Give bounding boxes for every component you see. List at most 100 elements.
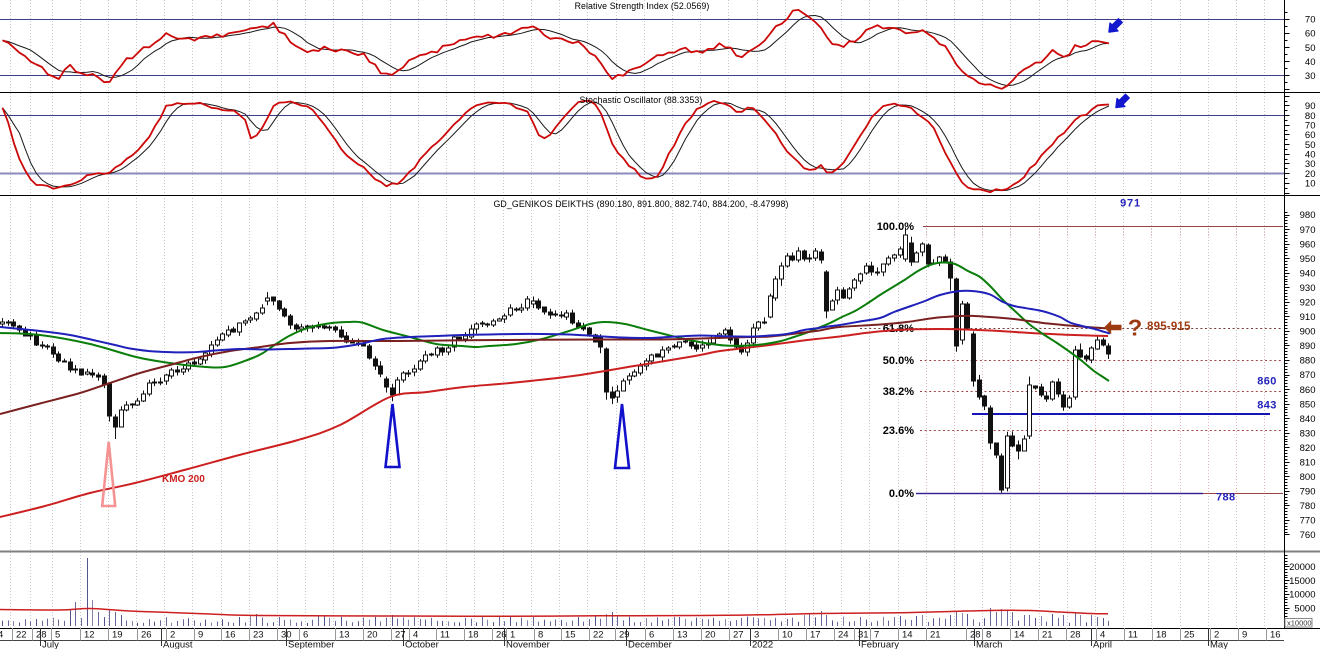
svg-text:50.0%: 50.0% [883, 355, 914, 367]
svg-text:11: 11 [1128, 630, 1138, 641]
svg-text:940: 940 [1300, 268, 1316, 279]
svg-text:4: 4 [0, 630, 3, 641]
svg-text:960: 960 [1300, 239, 1316, 250]
svg-text:July: July [42, 640, 59, 650]
svg-text:9: 9 [1242, 630, 1247, 641]
svg-text:16: 16 [1270, 630, 1281, 641]
svg-text:7: 7 [874, 630, 879, 641]
svg-text:GD_GENIKOS DEIKTHS (890.180, 8: GD_GENIKOS DEIKTHS (890.180, 891.800, 88… [493, 199, 788, 209]
svg-text:x10000: x10000 [1287, 619, 1312, 628]
svg-text:880: 880 [1300, 356, 1316, 367]
svg-text:820: 820 [1300, 443, 1316, 454]
svg-text:February: February [861, 640, 899, 650]
svg-text:80: 80 [1305, 111, 1316, 122]
svg-text:26: 26 [496, 630, 507, 641]
svg-text:90: 90 [1305, 101, 1316, 112]
svg-text:10: 10 [1305, 179, 1316, 190]
svg-text:790: 790 [1300, 487, 1316, 498]
svg-text:31: 31 [858, 630, 869, 641]
svg-text:April: April [1093, 640, 1112, 650]
svg-text:840: 840 [1300, 414, 1316, 425]
svg-text:17: 17 [810, 630, 821, 641]
svg-text:30: 30 [1305, 159, 1316, 170]
svg-text:8: 8 [986, 630, 991, 641]
svg-text:Relative Strength Index (52.05: Relative Strength Index (52.0569) [575, 1, 710, 11]
svg-text:980: 980 [1300, 210, 1316, 221]
svg-text:830: 830 [1300, 428, 1316, 439]
svg-text:6: 6 [303, 630, 308, 641]
svg-text:8: 8 [538, 630, 543, 641]
svg-text:12: 12 [84, 630, 95, 641]
svg-text:13: 13 [339, 630, 350, 641]
svg-text:40: 40 [1305, 57, 1316, 68]
svg-text:24: 24 [838, 630, 849, 641]
svg-text:910: 910 [1300, 312, 1316, 323]
svg-text:9: 9 [198, 630, 203, 641]
svg-text:13: 13 [677, 630, 688, 641]
svg-text:810: 810 [1300, 458, 1316, 469]
svg-text:20: 20 [705, 630, 716, 641]
svg-text:15000: 15000 [1289, 576, 1315, 587]
svg-text:50: 50 [1305, 43, 1316, 54]
svg-text:20: 20 [367, 630, 378, 641]
svg-text:28: 28 [1070, 630, 1081, 641]
svg-text:4: 4 [413, 630, 418, 641]
svg-text:800: 800 [1300, 472, 1316, 483]
svg-text:18: 18 [468, 630, 479, 641]
svg-text:29: 29 [619, 630, 630, 641]
svg-text:70: 70 [1305, 121, 1316, 132]
svg-text:27: 27 [395, 630, 406, 641]
svg-text:930: 930 [1300, 283, 1316, 294]
svg-text:28: 28 [36, 630, 47, 641]
svg-text:860: 860 [1300, 385, 1316, 396]
svg-text:23.6%: 23.6% [883, 425, 914, 437]
svg-text:26: 26 [141, 630, 152, 641]
svg-text:4: 4 [1100, 630, 1105, 641]
svg-text:970: 970 [1300, 225, 1316, 236]
svg-text:August: August [163, 640, 193, 650]
svg-text:15: 15 [565, 630, 576, 641]
svg-text:10000: 10000 [1289, 590, 1315, 601]
svg-text:22: 22 [593, 630, 604, 641]
svg-text:2022: 2022 [752, 640, 773, 650]
svg-text:14: 14 [902, 630, 913, 641]
svg-text:780: 780 [1300, 501, 1316, 512]
svg-text:21: 21 [930, 630, 941, 641]
svg-text:5: 5 [55, 630, 60, 641]
svg-text:Stochastic Oscillator (88.3353: Stochastic Oscillator (88.3353) [580, 95, 703, 105]
svg-text:971: 971 [1120, 198, 1141, 210]
svg-text:27: 27 [733, 630, 744, 641]
svg-text:30: 30 [1305, 71, 1316, 82]
svg-text:May: May [1210, 640, 1228, 650]
svg-text:October: October [405, 640, 439, 650]
svg-text:?: ? [1128, 315, 1142, 341]
svg-text:890: 890 [1300, 341, 1316, 352]
svg-text:10: 10 [782, 630, 793, 641]
svg-text:843: 843 [1257, 400, 1277, 412]
svg-text:KMO 200: KMO 200 [162, 474, 205, 485]
svg-text:788: 788 [1216, 492, 1236, 504]
svg-text:November: November [506, 640, 550, 650]
svg-text:60: 60 [1305, 29, 1316, 40]
svg-text:900: 900 [1300, 327, 1316, 338]
svg-text:March: March [976, 640, 1002, 650]
svg-text:25: 25 [1184, 630, 1195, 641]
svg-text:0.0%: 0.0% [889, 488, 914, 500]
svg-text:6: 6 [649, 630, 654, 641]
svg-text:2: 2 [1214, 630, 1219, 641]
svg-text:850: 850 [1300, 399, 1316, 410]
svg-text:1: 1 [510, 630, 515, 641]
svg-text:870: 870 [1300, 370, 1316, 381]
svg-text:30: 30 [281, 630, 292, 641]
svg-text:950: 950 [1300, 254, 1316, 265]
svg-text:770: 770 [1300, 516, 1316, 527]
svg-text:3: 3 [754, 630, 759, 641]
svg-text:100.0%: 100.0% [877, 221, 915, 233]
svg-text:11: 11 [440, 630, 450, 641]
svg-text:860: 860 [1257, 376, 1277, 388]
svg-text:5000: 5000 [1294, 603, 1315, 614]
svg-text:20000: 20000 [1289, 562, 1315, 573]
svg-text:18: 18 [1156, 630, 1167, 641]
svg-text:22: 22 [16, 630, 27, 641]
svg-text:28: 28 [970, 630, 981, 641]
